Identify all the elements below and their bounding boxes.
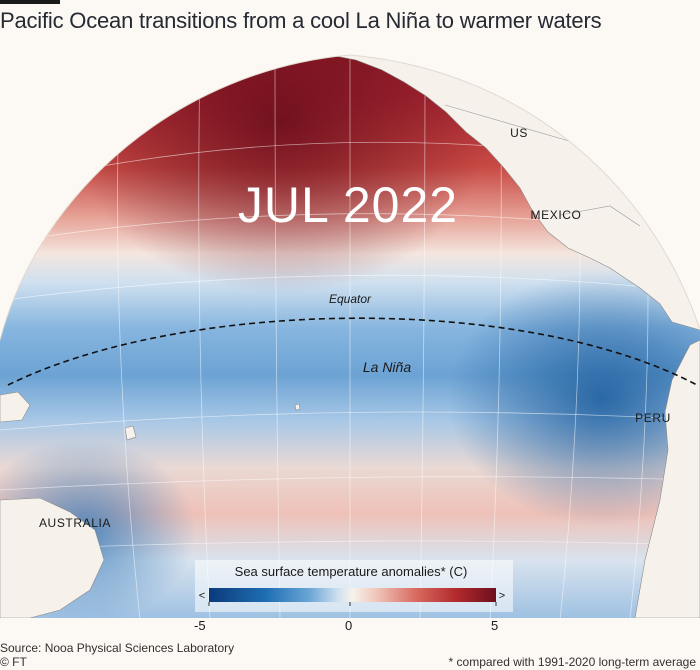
land-island-1 [124, 425, 137, 441]
ocean-layer [0, 55, 700, 618]
equator-label: Equator [329, 292, 372, 306]
land-australia [0, 497, 105, 618]
footnote: * compared with 1991-2020 long-term aver… [448, 655, 696, 669]
land-island-2 [294, 403, 301, 411]
source-line: Source: Nooa Physical Sciences Laborator… [0, 641, 235, 655]
la-nina-label: La Niña [363, 359, 411, 375]
legend-color-bar [209, 588, 496, 602]
country-label-us: US [510, 126, 528, 140]
color-legend: Sea surface temperature anomalies* (C) <… [195, 560, 513, 612]
land-south-america [634, 339, 700, 618]
legend-arrow-right: > [499, 590, 505, 602]
month-overlay: JUL 2022 [238, 177, 458, 233]
globe-outline [0, 54, 700, 341]
credit-line: © FT [0, 655, 27, 669]
equator-line [7, 317, 698, 386]
legend-arrow-left: < [199, 590, 205, 602]
country-label-mexico: MEXICO [531, 208, 582, 222]
globe-map: Equator La Niña JUL 2022 US MEXICO PERU … [0, 54, 700, 618]
country-label-peru: PERU [635, 411, 671, 425]
land-new-guinea [0, 391, 31, 423]
legend-tick-zero: 0 [345, 618, 353, 633]
country-label-australia: AUSTRALIA [39, 516, 111, 530]
page-title: Pacific Ocean transitions from a cool La… [0, 8, 602, 33]
legend-tick-max: 5 [491, 618, 499, 633]
top-rule [0, 0, 60, 4]
legend-title: Sea surface temperature anomalies* (C) [235, 564, 468, 579]
legend-tick-min: -5 [194, 618, 206, 633]
